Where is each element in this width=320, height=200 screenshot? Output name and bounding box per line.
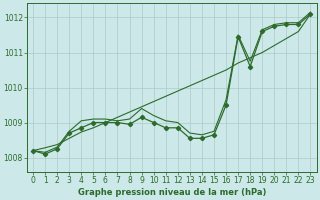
X-axis label: Graphe pression niveau de la mer (hPa): Graphe pression niveau de la mer (hPa) bbox=[77, 188, 266, 197]
